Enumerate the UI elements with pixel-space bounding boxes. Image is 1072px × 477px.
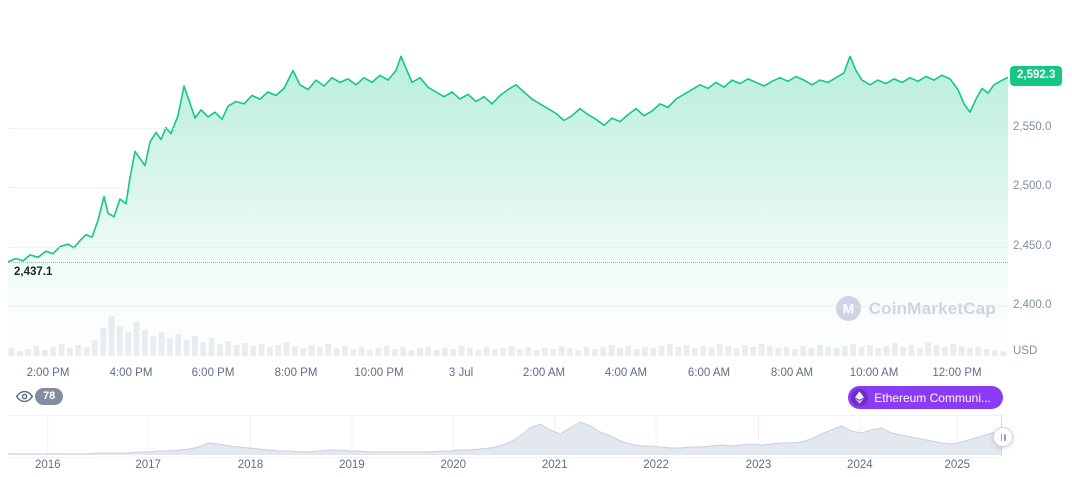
watching-count-badge: 78 xyxy=(35,388,64,405)
timeline-year-label: 2017 xyxy=(135,459,161,471)
timeline-year-label: 2020 xyxy=(440,459,467,471)
timeline-year-label: 2019 xyxy=(339,459,365,471)
minimap-drag-handle[interactable] xyxy=(993,427,1013,447)
watching-stat: 78 xyxy=(16,388,64,405)
price-chart-svg xyxy=(7,55,1009,356)
timeline-year-label: 2025 xyxy=(944,459,971,471)
ethereum-community-label: Ethereum Communi... xyxy=(874,390,991,405)
price-line xyxy=(7,55,1009,263)
eye-icon xyxy=(16,390,33,403)
x-axis-label: 6:00 AM xyxy=(687,367,731,379)
x-axis-label: 10:00 PM xyxy=(354,367,404,379)
x-axis-label: 8:00 PM xyxy=(274,367,318,379)
x-axis-label: 10:00 AM xyxy=(849,367,899,379)
timeline-year-label: 2016 xyxy=(34,459,61,471)
price-area-fill xyxy=(8,56,1008,353)
watermark-text: CoinMarketCap xyxy=(868,298,996,318)
x-axis-label: 6:00 PM xyxy=(191,367,235,379)
current-price-badge: 2,592.3 xyxy=(1010,66,1063,86)
svg-text:M: M xyxy=(842,301,854,317)
day-low-label: 2,437.1 xyxy=(14,265,53,278)
history-area-fill xyxy=(8,422,1002,455)
timeline-year-label: 2022 xyxy=(643,459,669,471)
timeline-year-label: 2018 xyxy=(237,459,264,471)
history-line xyxy=(8,421,1003,455)
y-axis-label: 2,550.0 xyxy=(1013,120,1052,133)
x-axis-label: 3 Jul xyxy=(448,367,474,379)
drag-grip-bar xyxy=(1004,433,1006,441)
timeline-year-label: 2024 xyxy=(847,459,873,471)
timeline-year-label: 2021 xyxy=(541,459,568,471)
x-axis-label: 2:00 PM xyxy=(26,367,70,379)
y-axis-label: 2,450.0 xyxy=(1013,239,1052,252)
coinmarketcap-watermark: M CoinMarketCap xyxy=(835,295,996,322)
timeline-minimap[interactable] xyxy=(8,415,1003,458)
x-axis-label: 4:00 PM xyxy=(109,367,153,379)
currency-unit-label: USD xyxy=(1013,345,1038,357)
x-axis-label: 4:00 AM xyxy=(604,367,648,379)
drag-grip-bar xyxy=(1000,433,1002,441)
ethereum-icon xyxy=(851,389,869,406)
timeline-minimap-svg xyxy=(8,416,1003,455)
timeline-year-label: 2023 xyxy=(745,459,772,471)
y-axis-label: 2,500.0 xyxy=(1013,180,1052,193)
y-axis-label: 2,400.0 xyxy=(1013,299,1052,312)
x-axis-label: 8:00 AM xyxy=(770,367,814,379)
price-chart-plot[interactable] xyxy=(7,0,1009,360)
coinmarketcap-logo-icon: M xyxy=(835,296,861,321)
ethereum-community-button[interactable]: Ethereum Communi... xyxy=(848,386,1003,409)
x-axis-label: 2:00 AM xyxy=(522,367,566,379)
x-axis-label: 12:00 PM xyxy=(932,367,982,379)
